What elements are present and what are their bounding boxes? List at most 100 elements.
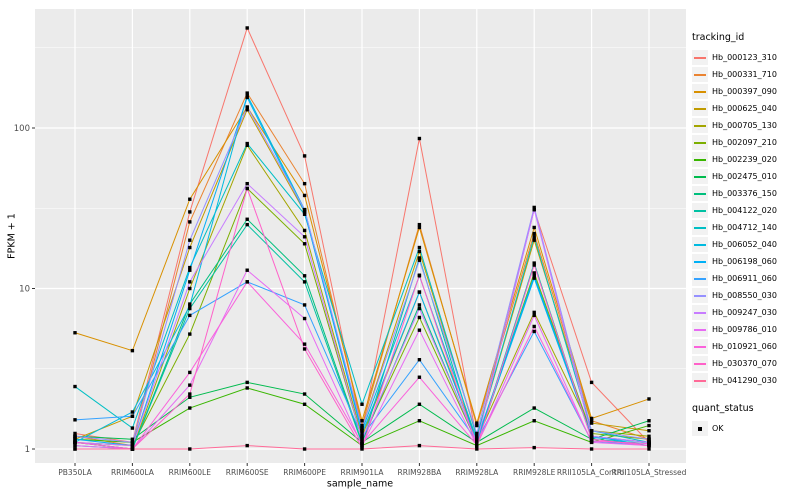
legend-item-Hb_041290_030: Hb_041290_030 <box>692 372 798 389</box>
data-point <box>188 332 192 336</box>
data-point <box>417 136 422 141</box>
data-point <box>188 197 192 201</box>
data-point <box>475 421 479 425</box>
legend-shape-items: OK <box>692 420 798 437</box>
legend-key-swatch <box>692 84 708 99</box>
plot-panel <box>35 9 686 463</box>
data-point <box>532 324 536 329</box>
x-tick-label: RRIM928LE <box>513 468 556 477</box>
data-point <box>532 419 536 423</box>
legend-key-swatch <box>692 339 708 354</box>
data-point <box>130 443 135 448</box>
legend-color-items: Hb_000123_310 Hb_000331_710 Hb_000397_090 H… <box>692 49 798 389</box>
data-point <box>647 443 651 448</box>
data-point <box>647 441 651 446</box>
data-point <box>589 421 594 425</box>
data-point <box>188 304 192 308</box>
data-point <box>417 290 422 294</box>
legend-item-quant-OK: OK <box>692 420 798 437</box>
data-point <box>245 280 249 284</box>
black-square-marker-icon <box>698 426 702 431</box>
data-point <box>302 402 307 406</box>
data-point <box>417 273 422 277</box>
legend-label: Hb_002239_020 <box>712 155 777 164</box>
data-point <box>589 380 594 385</box>
legend-color-line <box>694 277 706 280</box>
legend-color-line <box>694 56 706 59</box>
data-point <box>589 416 594 421</box>
legend-key-swatch <box>692 288 708 303</box>
legend-label: Hb_004712_140 <box>712 223 777 232</box>
legend-key-swatch <box>692 305 708 320</box>
legend-item-Hb_004122_020: Hb_004122_020 <box>692 202 798 219</box>
legend-color-line <box>694 175 706 178</box>
data-point <box>417 245 422 250</box>
legend-item-Hb_006198_060: Hb_006198_060 <box>692 253 798 270</box>
data-point <box>532 207 536 212</box>
legend-item-Hb_010921_060: Hb_010921_060 <box>692 338 798 355</box>
legend-key-swatch <box>692 169 708 184</box>
data-point <box>589 439 594 443</box>
data-point <box>245 141 249 146</box>
data-point <box>532 313 536 318</box>
legend-color-line <box>694 243 706 246</box>
data-point <box>245 91 249 95</box>
data-point <box>417 225 422 230</box>
data-point <box>475 444 479 448</box>
data-point <box>188 280 192 284</box>
data-point <box>360 441 364 446</box>
legend-color-line <box>694 294 706 297</box>
legend-color-line <box>694 226 706 229</box>
data-point <box>245 217 249 221</box>
data-point <box>647 423 651 428</box>
legend-label: Hb_041290_030 <box>712 376 777 385</box>
legend-key-swatch <box>692 237 708 252</box>
data-point <box>245 105 249 109</box>
data-point <box>130 437 135 441</box>
data-point <box>245 26 249 30</box>
legend-label: Hb_000331_710 <box>712 70 777 79</box>
legend-key-swatch <box>692 67 708 82</box>
data-point <box>417 419 422 423</box>
legend-label: Hb_009247_030 <box>712 308 777 317</box>
data-point <box>245 443 249 448</box>
legend-color-line <box>694 90 706 93</box>
data-point <box>130 348 135 353</box>
legend-label: Hb_030370_070 <box>712 359 777 368</box>
legend-item-Hb_000123_310: Hb_000123_310 <box>692 49 798 66</box>
y-axis-title: FPKM + 1 <box>6 213 18 259</box>
data-point <box>188 220 192 224</box>
legend-label: OK <box>712 424 724 433</box>
data-point <box>188 245 192 250</box>
data-point <box>188 210 192 214</box>
data-point <box>245 380 249 385</box>
data-point <box>360 443 364 448</box>
data-point <box>188 268 192 272</box>
legend-color-line <box>694 328 706 331</box>
legend-label: Hb_000705_130 <box>712 121 777 130</box>
data-point <box>302 207 307 212</box>
legend-color-line <box>694 158 706 161</box>
data-point <box>417 328 422 332</box>
data-point <box>245 222 249 227</box>
data-point <box>302 228 307 233</box>
legend-item-Hb_003376_150: Hb_003376_150 <box>692 185 798 202</box>
legend-key-swatch <box>692 118 708 133</box>
legend-label: Hb_000397_090 <box>712 87 777 96</box>
data-point <box>245 268 249 272</box>
data-point <box>475 423 479 428</box>
data-point <box>188 383 192 387</box>
data-point <box>245 186 249 191</box>
data-point <box>302 303 307 307</box>
data-point <box>360 431 364 436</box>
data-point <box>188 286 192 291</box>
data-point <box>475 431 479 436</box>
data-point <box>417 375 422 379</box>
data-point <box>475 437 479 441</box>
data-point <box>302 212 307 216</box>
legend-key-swatch <box>692 101 708 116</box>
data-point <box>647 429 651 433</box>
data-point <box>532 310 536 315</box>
data-point <box>532 238 536 242</box>
